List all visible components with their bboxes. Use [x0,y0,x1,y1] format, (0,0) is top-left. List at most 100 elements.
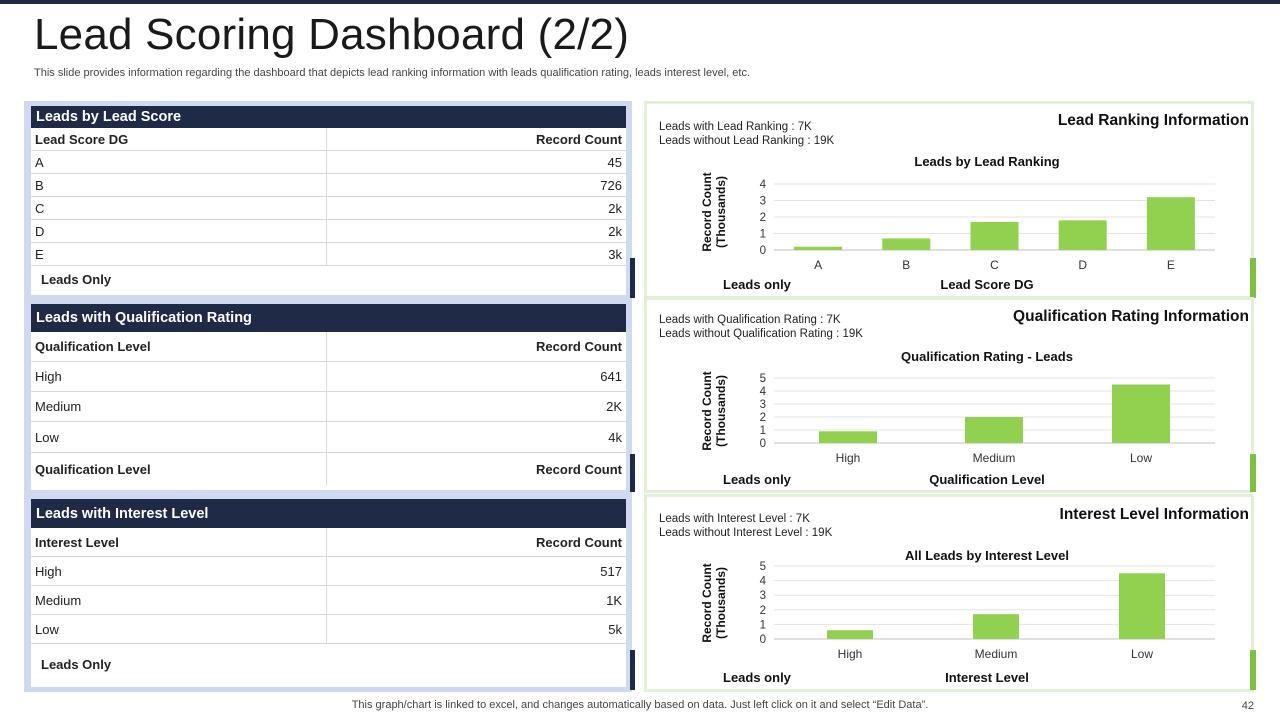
bar [819,431,877,443]
row-label: B [31,174,327,196]
y-axis-label-line: Record Count [700,371,714,450]
panel-heading: Qualification Rating Information [1013,308,1249,325]
y-axis-label-line: (Thousands) [714,375,728,447]
x-tick-label: B [902,258,910,272]
y-tick-label: 1 [760,619,766,631]
table-row: Medium 2K [31,392,626,422]
table-row: B 726 [31,174,626,197]
table-heading: Leads with Qualification Rating [31,304,626,332]
x-tick-label: D [1078,258,1087,272]
page-title: Lead Scoring Dashboard (2/2) [34,10,630,59]
panel-accent [630,650,635,690]
row-label: High [31,362,327,391]
table-heading: Leads with Interest Level [31,499,626,528]
y-tick-label: 5 [760,561,766,573]
bar-chart-lead-ranking: Leads by Lead Ranking 0 1 2 3 4 Record Count (T… [700,154,1215,292]
y-tick-label: 0 [760,245,766,257]
table-row: C 2k [31,197,626,220]
y-tick-label: 2 [760,212,766,224]
x-tick-label: E [1167,258,1175,272]
chart-footer-label: Leads only [723,472,792,487]
table-row: Low 5k [31,615,626,644]
chart-footer-label: Leads only [723,670,792,685]
chart-panel-lead-ranking: Leads with Lead Ranking : 7K Leads witho… [644,101,1254,299]
x-tick-label: Low [1130,451,1152,465]
y-tick-label: 2 [760,412,766,424]
panel-accent [630,454,635,492]
y-tick-label: 3 [760,590,766,602]
panel-heading: Interest Level Information [1059,506,1249,523]
x-tick-label: Medium [975,647,1018,661]
y-tick-label: 0 [760,634,766,646]
bar [1119,573,1165,639]
row-value: 3k [608,246,622,262]
info-line: Leads without Lead Ranking : 19K [659,135,835,147]
panel-accent [1250,454,1256,492]
info-line: Leads with Interest Level : 7K [659,513,810,525]
row-label: Low [31,615,327,643]
footnote: This graph/chart is linked to excel, and… [351,699,929,711]
bar [1146,197,1195,250]
bar [794,246,843,250]
x-tick-label: C [990,258,999,272]
y-axis-label-line: (Thousands) [714,176,728,248]
table-header-row: Lead Score DG Record Count [31,128,626,151]
panel-accent [630,258,635,298]
info-line: Leads without Interest Level : 19K [659,527,833,539]
bar-chart-interest: All Leads by Interest Level 0 1 2 3 4 5 Record … [700,548,1215,685]
bar [970,221,1019,250]
row-label: A [31,151,327,173]
y-axis-label-line: Record Count [700,563,714,642]
table-footer: Leads Only [41,656,112,672]
y-tick-label: 3 [760,399,766,411]
page-subtitle: This slide provides information regardin… [34,67,751,79]
table-footer-row: Qualification Level Record Count [31,453,626,485]
y-tick-label: 0 [760,438,766,450]
row-value: 45 [607,154,622,170]
chart-panel-interest: Leads with Interest Level : 7K Leads wit… [644,494,1254,692]
column-header: Record Count [536,131,622,147]
x-tick-label: A [814,258,822,272]
y-tick-label: 4 [760,386,767,398]
column-header: Qualification Level [31,332,327,361]
table-panel-qualification: Leads with Qualification Rating Qualific… [24,299,632,495]
row-label: D [31,220,327,242]
x-axis-label: Qualification Level [929,472,1045,487]
row-label: Low [31,422,327,452]
table-row: High 517 [31,557,626,586]
row-value: 2k [608,200,622,216]
y-axis-label: Record Count (Thousands) [700,563,728,642]
y-tick-label: 5 [760,373,766,385]
bar [827,630,873,639]
row-value: 2k [608,223,622,239]
row-value: 1K [606,592,622,608]
column-header: Lead Score DG [31,128,327,150]
column-header: Interest Level [31,528,327,556]
footer-value: Record Count [536,461,622,477]
table-row: Medium 1K [31,586,626,615]
info-line: Leads without Qualification Rating : 19K [659,328,863,340]
x-tick-label: High [838,647,863,661]
table-header-row: Qualification Level Record Count [31,332,626,362]
chart-footer-label: Leads only [723,277,792,292]
panel-accent [1250,650,1256,690]
table-row: A 45 [31,151,626,174]
y-tick-label: 4 [760,576,767,588]
column-header: Record Count [536,339,622,354]
row-value: 641 [600,369,622,384]
footer-label: Qualification Level [31,453,327,485]
panel-accent [1250,258,1256,298]
row-value: 726 [600,177,622,193]
row-value: 5k [608,621,622,637]
chart-title: Leads by Lead Ranking [914,154,1059,169]
x-axis-label: Interest Level [945,670,1029,685]
top-accent-bar [0,0,1280,4]
y-axis-label: Record Count (Thousands) [700,172,728,251]
info-line: Leads with Qualification Rating : 7K [659,314,841,326]
y-tick-label: 1 [760,425,766,437]
info-line: Leads with Lead Ranking : 7K [659,121,812,133]
table-row: High 641 [31,362,626,392]
row-label: Medium [31,586,327,614]
row-value: 2K [606,399,622,414]
table-footer: Leads Only [41,271,112,287]
